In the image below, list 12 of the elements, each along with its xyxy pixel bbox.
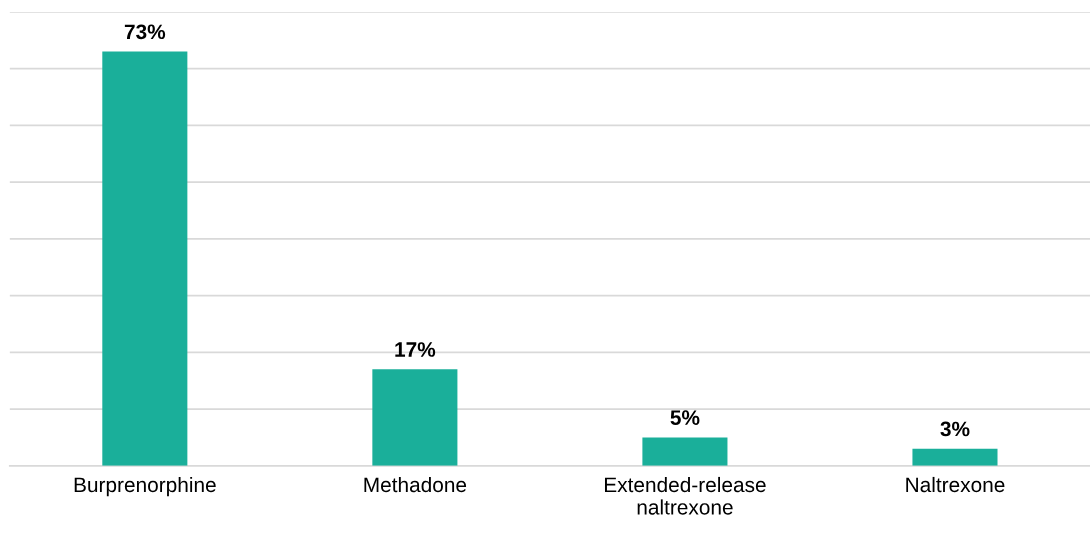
- bar: [912, 448, 998, 466]
- data-label: 17%: [395, 342, 436, 357]
- x-tick-label: Naltrexone: [906, 476, 1005, 493]
- x-tick-label: Extended-release naltrexone: [604, 476, 766, 515]
- bar: [642, 437, 728, 466]
- x-tick-label: Burprenorphine: [74, 476, 216, 497]
- bar: [372, 369, 458, 466]
- x-tick-label: Methadone: [364, 476, 467, 493]
- bar: [102, 51, 188, 466]
- data-label: 3%: [940, 421, 970, 437]
- data-label: 5%: [670, 410, 700, 425]
- data-label: 73%: [124, 24, 166, 40]
